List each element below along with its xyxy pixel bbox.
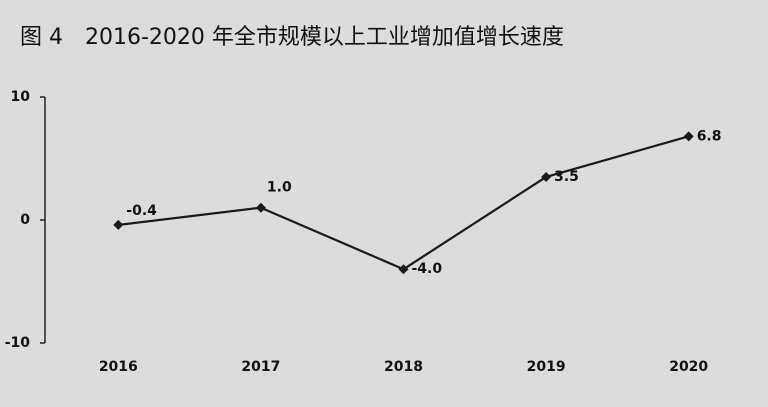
x-tick-label: 2017 [241,359,280,375]
x-tick-label: 2016 [99,359,138,375]
data-label: 3.5 [554,169,579,185]
data-label: 6.8 [697,128,722,144]
marker [398,264,409,275]
y-tick-label: -10 [5,335,31,351]
line [118,135,690,271]
data-label: -0.4 [126,203,157,219]
marker [113,219,124,230]
marker [683,131,694,142]
chart-title: 图 4 2016-2020 年全市规模以上工业增加值增长速度 [20,25,564,50]
x-tick-label: 2018 [384,359,423,375]
x-tick-label: 2019 [527,359,566,375]
marker [255,202,266,213]
marker [541,171,552,182]
data-label: -4.0 [412,261,443,277]
x-tick-label: 2020 [669,359,708,375]
y-tick-label: 10 [11,89,31,105]
y-tick-label: 0 [20,212,30,228]
data-label: 1.0 [267,180,292,196]
